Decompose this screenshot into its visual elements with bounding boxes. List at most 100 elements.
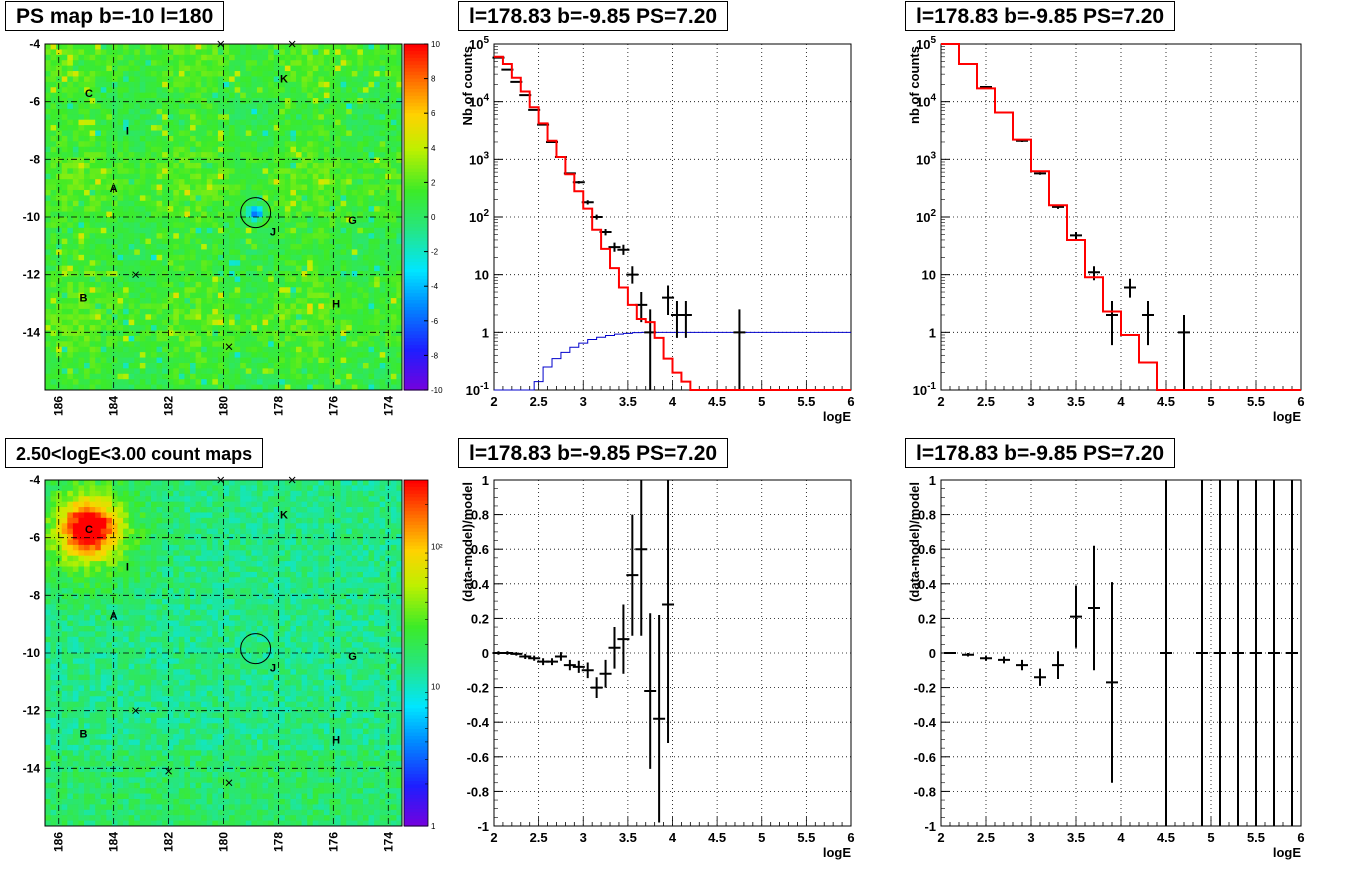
x-tick-label: 3.5	[619, 394, 637, 409]
y-tick-label: 0.2	[471, 611, 489, 626]
map-y-tick: -6	[29, 95, 40, 109]
data-point	[1016, 659, 1028, 671]
plot-spec_left: 2 2.5 3 3.5 4 4.5 5 5.5 6 10-1 1 10 102 103 104 105 logE…	[460, 35, 855, 424]
colorbar-tick: -2	[431, 248, 439, 257]
x-tick-label: 5	[758, 394, 765, 409]
data-point	[1178, 314, 1190, 390]
map-bottom-title: 2.50<logE<3.00 count maps	[5, 438, 264, 468]
x-tick-label: 5.5	[797, 830, 815, 845]
source-marker	[288, 40, 296, 48]
source-label-I: I	[126, 562, 129, 574]
source-marker	[217, 476, 225, 484]
x-axis-label: logE	[823, 845, 851, 860]
map-y-tick: -12	[23, 704, 41, 718]
map-y-tick: -12	[23, 268, 41, 282]
ps-circle	[240, 197, 272, 229]
y-tick-label: 0	[482, 646, 489, 661]
map-x-tick: 186	[52, 396, 66, 416]
x-tick-label: 4	[1117, 830, 1125, 845]
map-y-tick: -14	[23, 761, 41, 775]
data-point	[635, 480, 648, 636]
x-axis-label: logE	[1273, 409, 1301, 424]
source-marker	[217, 40, 225, 48]
y-tick-label: -1	[924, 819, 936, 834]
y-axis-label: (data-model)/model	[460, 482, 475, 602]
map-y-tick: -8	[29, 588, 40, 602]
y-tick-label: 1	[929, 473, 936, 488]
data-point	[626, 514, 639, 636]
map-y-tick: -10	[23, 210, 41, 224]
source-label-A: A	[110, 611, 118, 623]
map-map_top: 186 184 182 180 178 176 174 -4 -6 -8 -10 -12 -14 C I A B…	[23, 37, 443, 416]
y-tick-label: 0.8	[471, 508, 489, 523]
map-x-tick: 174	[381, 832, 395, 852]
y-tick-label: 0	[929, 646, 936, 661]
map-cells	[45, 480, 403, 827]
x-tick-label: 5	[1207, 830, 1214, 845]
y-tick-label: 0.4	[918, 577, 937, 592]
colorbar-tick: 0	[431, 213, 436, 222]
data-point	[554, 652, 567, 661]
map-x-tick: 180	[217, 396, 231, 416]
map-y-tick: -8	[29, 152, 40, 166]
x-tick-label: 4	[1117, 394, 1125, 409]
data-point	[1070, 585, 1082, 648]
source-label-G: G	[348, 215, 357, 227]
y-tick-label: 0.8	[918, 508, 936, 523]
map-y-tick: -14	[23, 325, 41, 339]
y-tick-label: -0.6	[914, 750, 936, 765]
x-tick-label: 6	[847, 394, 854, 409]
data-point	[998, 656, 1010, 664]
y-tick-label: 10	[475, 268, 489, 283]
map-x-tick: 182	[162, 396, 176, 416]
data-point	[581, 662, 594, 679]
res-left-title: l=178.83 b=-9.85 PS=7.20	[458, 438, 729, 468]
y-tick-label: 10-1	[913, 381, 937, 398]
y-tick-label: -0.6	[467, 750, 489, 765]
y-tick-label: -0.2	[914, 681, 936, 696]
x-axis-label: logE	[1273, 845, 1301, 860]
x-tick-label: 3	[580, 394, 587, 409]
x-tick-label: 2.5	[977, 830, 995, 845]
map-x-tick: 184	[107, 832, 121, 852]
data-point	[1250, 480, 1262, 826]
data-point	[1088, 545, 1100, 671]
colorbar-tick: 10²	[431, 543, 443, 552]
map-y-tick: -4	[29, 37, 40, 51]
data-point	[590, 677, 603, 698]
map-map_bottom: 186 184 182 180 178 176 174 -4 -6 -8 -10 -12 -14 C I A B…	[23, 473, 443, 852]
data-point	[944, 651, 956, 655]
y-tick-label: 0.4	[471, 577, 490, 592]
y-tick-label: 103	[916, 150, 936, 167]
y-tick-label: 0.6	[471, 542, 489, 557]
data-point	[1052, 651, 1064, 679]
y-tick-label: 104	[469, 93, 489, 110]
map-y-tick: -10	[23, 646, 41, 660]
x-tick-label: 5	[758, 830, 765, 845]
res-right-title: l=178.83 b=-9.85 PS=7.20	[905, 438, 1176, 468]
data-point	[599, 659, 612, 688]
colorbar-tick: 10	[431, 682, 440, 691]
data-point	[1286, 480, 1298, 826]
x-tick-label: 2	[490, 394, 497, 409]
ps-circle	[240, 633, 272, 665]
x-tick-label: 4	[669, 830, 677, 845]
source-label-I: I	[126, 126, 129, 138]
colorbar-tick: 8	[431, 75, 436, 84]
data-point	[679, 300, 692, 338]
source-label-K: K	[280, 510, 288, 522]
map-x-tick: 186	[52, 832, 66, 852]
colorbar-tick: 4	[431, 144, 436, 153]
y-tick-label: 0.2	[918, 611, 936, 626]
x-tick-label: 2.5	[530, 830, 548, 845]
y-axis-label: nb of counts	[907, 46, 922, 124]
source-marker	[165, 767, 172, 775]
y-tick-label: 103	[469, 150, 489, 167]
source-label-A: A	[110, 183, 118, 195]
colorbar-tick: 1	[431, 822, 436, 831]
data-point	[662, 285, 675, 315]
data-point	[608, 627, 621, 669]
x-tick-label: 4.5	[1157, 394, 1175, 409]
source-label-C: C	[85, 524, 93, 536]
data-point	[510, 652, 523, 656]
